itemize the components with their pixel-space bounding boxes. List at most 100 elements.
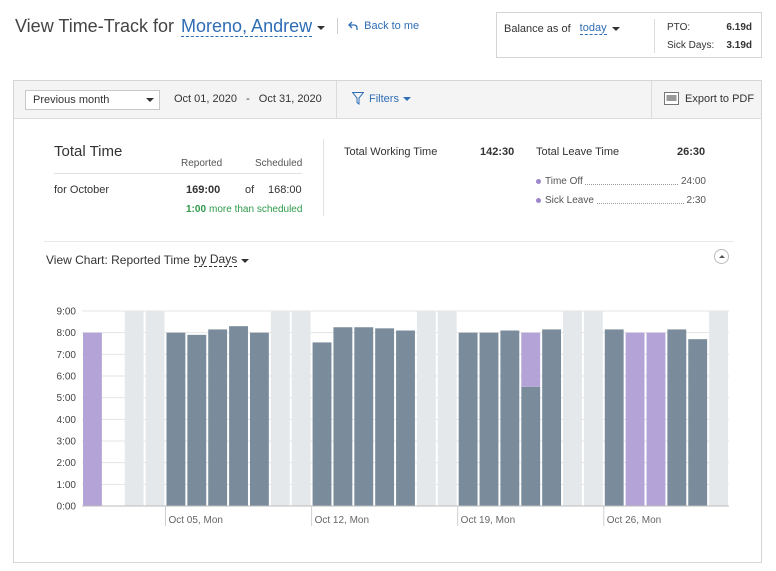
chart-grouping-selector[interactable]: by Days <box>193 252 238 267</box>
view-chart-label: View Chart: Reported Time <box>46 253 190 267</box>
weekend-band <box>145 311 165 506</box>
divider <box>54 173 302 174</box>
bar <box>625 332 645 506</box>
sick-days-label: Sick Days: <box>667 40 715 51</box>
scheduled-header: Scheduled <box>255 158 303 169</box>
schedule-difference: 1:00 more than scheduled <box>186 204 302 215</box>
of-label: of <box>245 184 255 196</box>
export-pdf-button[interactable]: Export to PDF <box>664 92 754 105</box>
y-tick-label: 5:00 <box>57 393 77 404</box>
chevron-down-icon <box>146 98 154 102</box>
bar <box>542 329 562 506</box>
bar <box>500 330 520 506</box>
y-tick-label: 2:00 <box>57 458 77 469</box>
weekend-band <box>416 311 436 506</box>
divider <box>654 19 655 53</box>
weekend-band <box>124 311 144 506</box>
collapse-chart-button[interactable] <box>714 249 729 264</box>
difference-value: 1:00 <box>186 204 207 215</box>
pto-label: PTO: <box>667 22 691 33</box>
bar <box>521 386 541 506</box>
leave-item-sick-leave: Sick Leave 2:30 <box>536 195 706 207</box>
balance-date-selector[interactable]: today <box>579 22 607 35</box>
date-separator: - <box>246 93 250 105</box>
date-from[interactable]: Oct 01, 2020 <box>174 93 237 105</box>
bar <box>646 332 666 506</box>
bar <box>187 334 207 506</box>
pto-value: 6.19d <box>726 22 752 33</box>
filters-label: Filters <box>369 92 399 105</box>
weekend-band <box>437 311 457 506</box>
x-tick-label: Oct 19, Mon <box>461 515 515 526</box>
period-label: for October <box>54 184 110 196</box>
period-select-value: Previous month <box>33 94 110 106</box>
bullet-icon <box>536 198 541 203</box>
y-tick-label: 8:00 <box>57 328 77 339</box>
sick-days-balance: Sick Days: 3.19d <box>667 40 752 51</box>
period-select[interactable]: Previous month <box>25 90 160 110</box>
bar <box>458 332 478 506</box>
bar <box>312 342 332 506</box>
leave-item-value: 2:30 <box>684 195 706 206</box>
bullet-icon <box>536 179 541 184</box>
leave-item-time-off: Time Off 24:00 <box>536 176 706 188</box>
total-working-time-label: Total Working Time <box>344 146 438 158</box>
x-tick-label: Oct 12, Mon <box>315 515 369 526</box>
divider <box>651 81 652 119</box>
total-time-title: Total Time <box>54 143 123 160</box>
dotted-leader <box>545 184 686 185</box>
bar <box>396 330 415 506</box>
filters-button[interactable]: Filters <box>352 92 411 105</box>
x-tick-label: Oct 26, Mon <box>607 515 661 526</box>
reported-header: Reported <box>181 158 223 169</box>
pdf-icon <box>664 92 679 105</box>
y-tick-label: 3:00 <box>57 437 77 448</box>
bar <box>249 332 269 506</box>
chevron-down-icon[interactable] <box>241 259 250 263</box>
total-working-time-value: 142:30 <box>480 146 515 158</box>
weekend-band <box>563 311 582 506</box>
difference-label: more than scheduled <box>209 204 303 215</box>
total-leave-time-label: Total Leave Time <box>536 146 620 158</box>
balance-label: Balance as of <box>504 22 571 35</box>
chevron-down-icon <box>402 96 411 101</box>
bar <box>208 329 228 506</box>
date-to[interactable]: Oct 31, 2020 <box>258 93 322 105</box>
back-to-me-link[interactable]: Back to me <box>348 20 419 32</box>
date-range: Oct 01, 2020 - Oct 31, 2020 <box>174 93 322 105</box>
export-pdf-label: Export to PDF <box>685 92 755 105</box>
bar <box>521 332 541 387</box>
bar <box>479 332 499 506</box>
divider <box>337 18 339 34</box>
leave-item-name: Sick Leave <box>545 195 596 206</box>
back-to-me-label: Back to me <box>364 20 420 32</box>
bar <box>229 326 248 506</box>
divider <box>44 241 734 242</box>
employee-selector[interactable]: Moreno, Andrew <box>181 15 313 37</box>
y-tick-label: 0:00 <box>57 502 77 513</box>
chevron-down-icon[interactable] <box>611 26 620 31</box>
bar <box>667 329 687 506</box>
toolbar: Previous month Oct 01, 2020 - Oct 31, 20… <box>14 81 761 119</box>
y-tick-label: 1:00 <box>57 480 77 491</box>
weekend-band <box>291 311 311 506</box>
sick-days-value: 3.19d <box>726 40 752 51</box>
bar <box>354 327 374 506</box>
chevron-down-icon[interactable] <box>317 26 326 30</box>
divider <box>336 81 337 119</box>
balance-panel: Balance as of today PTO: 6.19d Sick Days… <box>496 12 762 58</box>
bar <box>604 329 624 506</box>
weekend-band <box>270 311 290 506</box>
scheduled-value: 168:00 <box>268 184 302 196</box>
bar <box>166 332 186 506</box>
bar <box>375 328 395 506</box>
y-tick-label: 9:00 <box>57 307 77 318</box>
time-track-panel: Previous month Oct 01, 2020 - Oct 31, 20… <box>13 80 762 563</box>
total-leave-time-value: 26:30 <box>677 146 706 158</box>
x-tick-label: Oct 05, Mon <box>168 515 222 526</box>
page-header: View Time-Track for Moreno, Andrew Back … <box>15 12 419 40</box>
weekend-band <box>709 311 728 506</box>
dotted-leader <box>545 203 686 204</box>
bar <box>333 327 353 506</box>
divider <box>323 139 324 216</box>
